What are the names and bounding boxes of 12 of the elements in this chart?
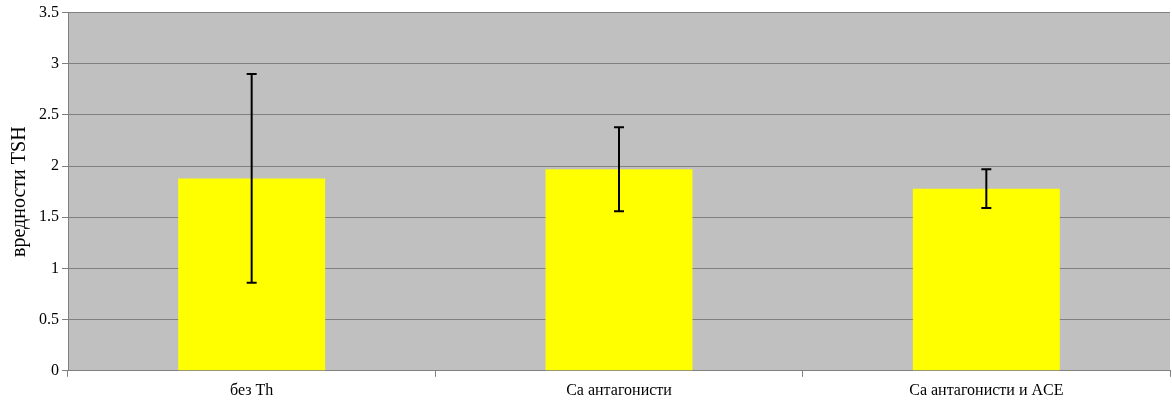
y-tick-label: 3.5 (39, 2, 59, 20)
y-tick-label: 0 (51, 361, 59, 378)
x-tick-label: без Th (230, 380, 274, 398)
y-tick-label: 0.5 (39, 309, 59, 327)
y-tick-label: 2.5 (39, 105, 59, 123)
y-axis-title: вредности TSH (7, 126, 31, 257)
y-tick-label: 2 (51, 156, 59, 174)
x-tick-label: Ca антагонисти (566, 380, 673, 398)
y-tick-label: 1.5 (39, 207, 59, 225)
y-tick-label: 1 (51, 258, 59, 276)
x-tick-label: Ca антагонисти и ACE (909, 380, 1064, 398)
y-tick-label: 3 (51, 53, 59, 71)
